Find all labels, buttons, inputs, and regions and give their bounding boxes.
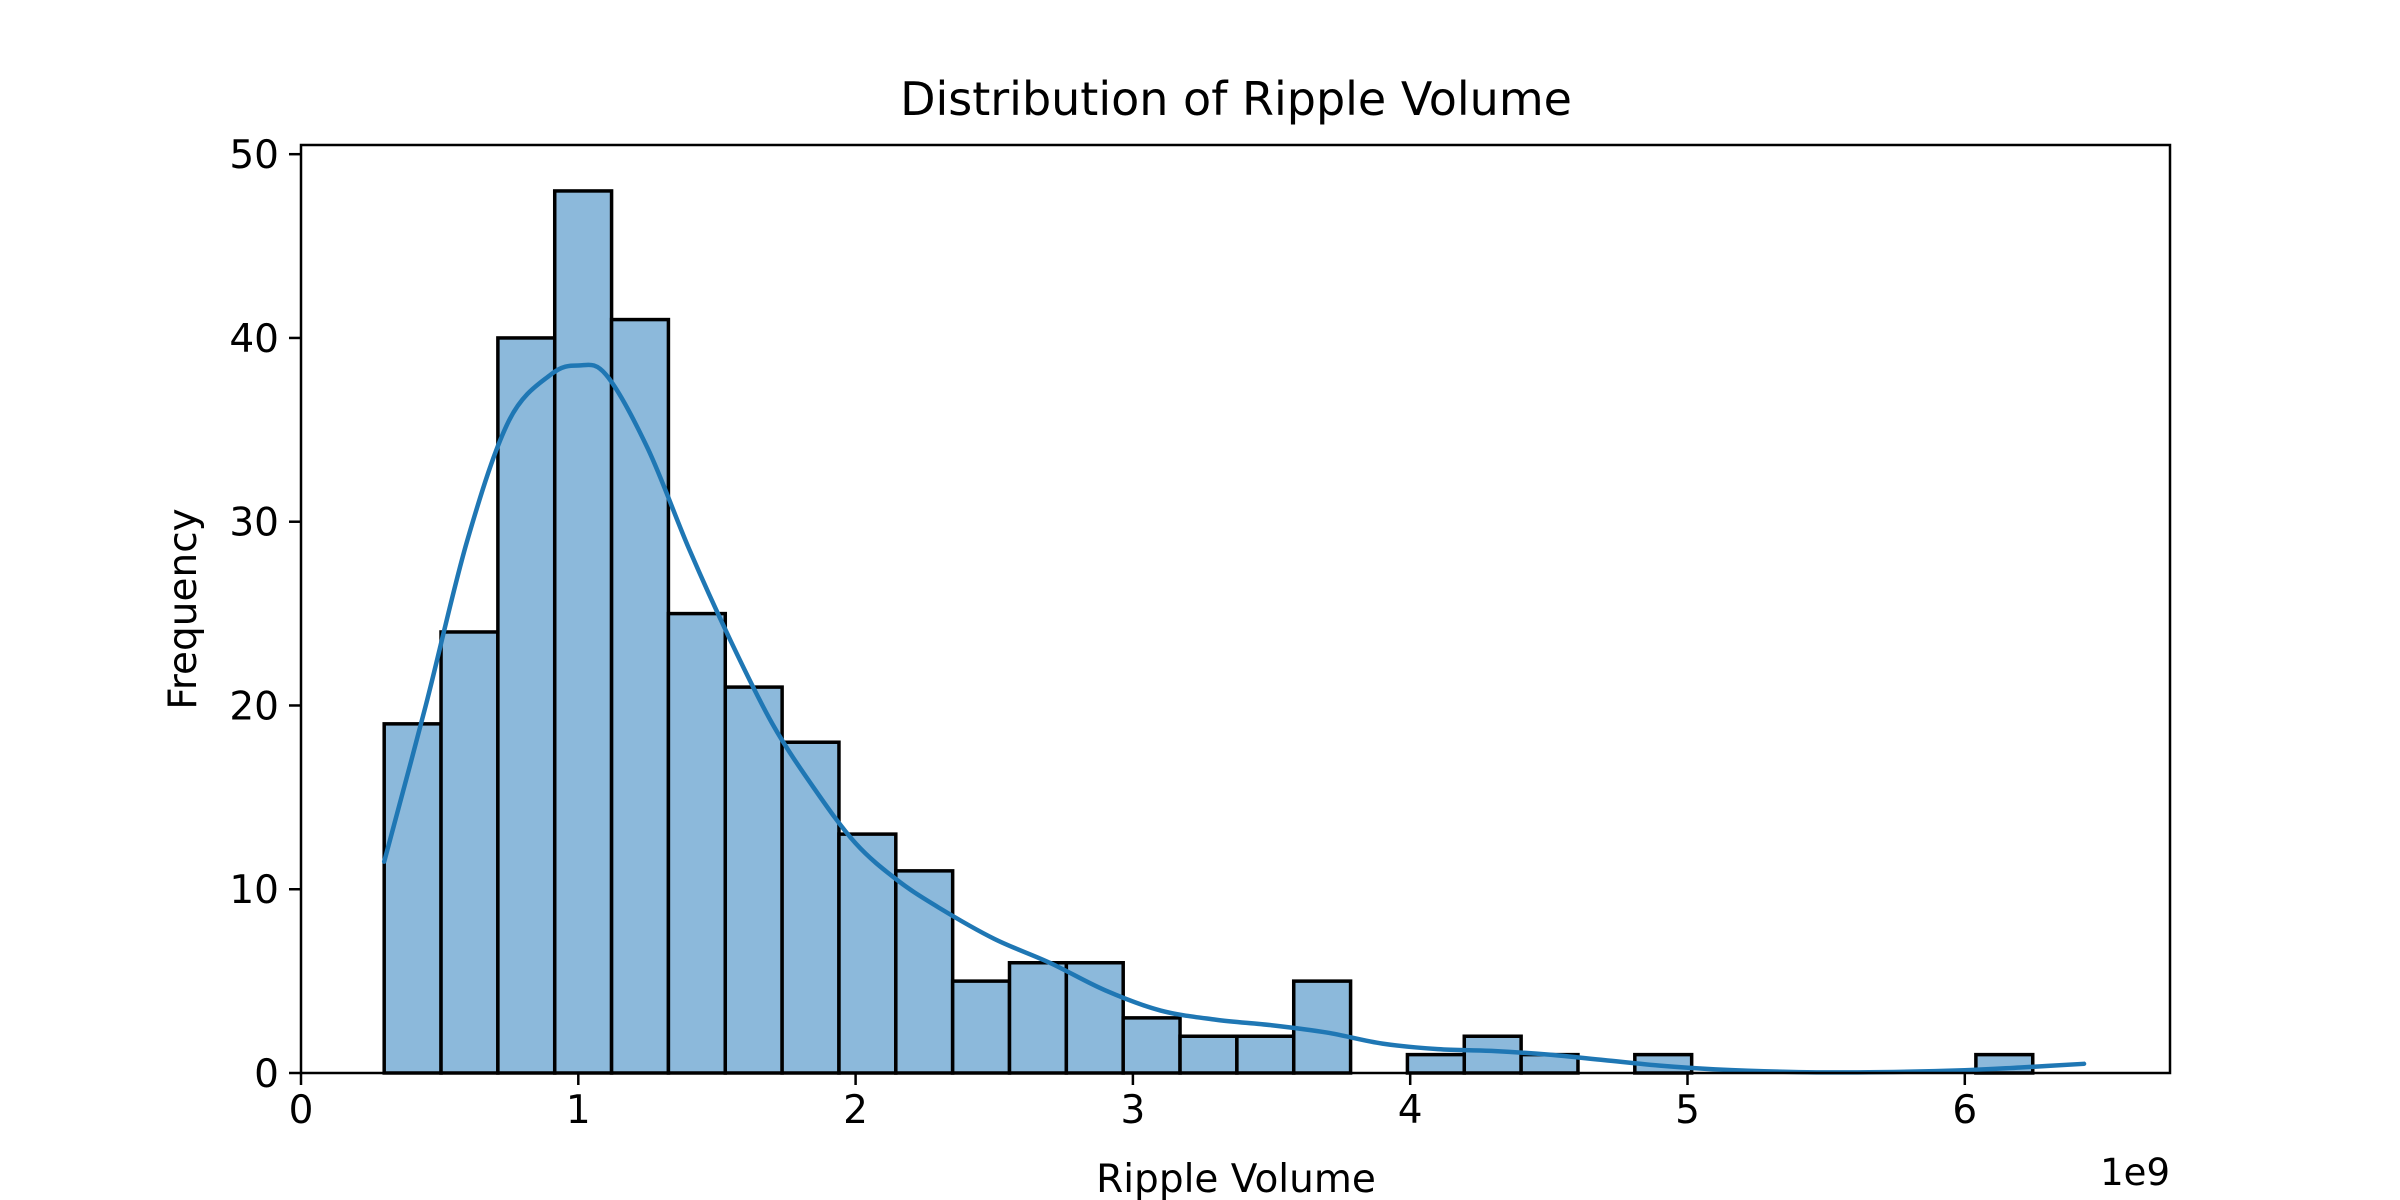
histogram-bar [1235, 1034, 1296, 1075]
y-tick-label: 20 [229, 684, 279, 729]
histogram-bar [666, 611, 728, 1075]
x-tick-label: 4 [1398, 1088, 1423, 1133]
x-offset-label: 1e9 [2100, 1151, 2170, 1194]
histogram-bar [496, 336, 557, 1075]
y-axis-ticks: 0 10 20 30 40 50 [229, 133, 301, 1097]
x-tick-label: 1 [566, 1088, 591, 1133]
histogram-bar [723, 685, 784, 1075]
y-tick-label: 10 [229, 868, 279, 913]
histogram-bar [382, 722, 443, 1075]
y-tick-label: 40 [229, 317, 279, 362]
histogram-bar [1121, 1016, 1182, 1075]
y-tick-label: 50 [229, 133, 279, 178]
histogram-bar [1064, 960, 1125, 1075]
x-axis-ticks: 0 1 2 3 4 5 6 [289, 1073, 1977, 1133]
histogram-bar [552, 189, 614, 1075]
kde-curve [381, 362, 2087, 1075]
plot-frame [299, 143, 2172, 1075]
histogram-bar [1462, 1034, 1523, 1075]
histogram-bar [780, 740, 841, 1075]
y-tick-label: 30 [229, 501, 279, 546]
histogram-bar [1007, 960, 1069, 1075]
x-tick-label: 0 [289, 1088, 314, 1133]
histogram-bar [1178, 1034, 1239, 1075]
histogram-bar [950, 979, 1012, 1075]
histogram-bar [439, 630, 500, 1075]
y-tick-label: 0 [254, 1052, 279, 1097]
histogram-bar [609, 317, 671, 1075]
x-axis-label: Ripple Volume [1096, 1157, 1376, 1200]
chart-title: Distribution of Ripple Volume [900, 72, 1572, 126]
bars-group [382, 189, 2035, 1075]
x-tick-label: 5 [1675, 1088, 1700, 1133]
x-tick-label: 3 [1120, 1088, 1145, 1133]
y-axis-label: Frequency [161, 508, 206, 709]
histogram-bar [1405, 1052, 1467, 1075]
x-tick-label: 2 [843, 1088, 868, 1133]
x-tick-label: 6 [1952, 1088, 1977, 1133]
